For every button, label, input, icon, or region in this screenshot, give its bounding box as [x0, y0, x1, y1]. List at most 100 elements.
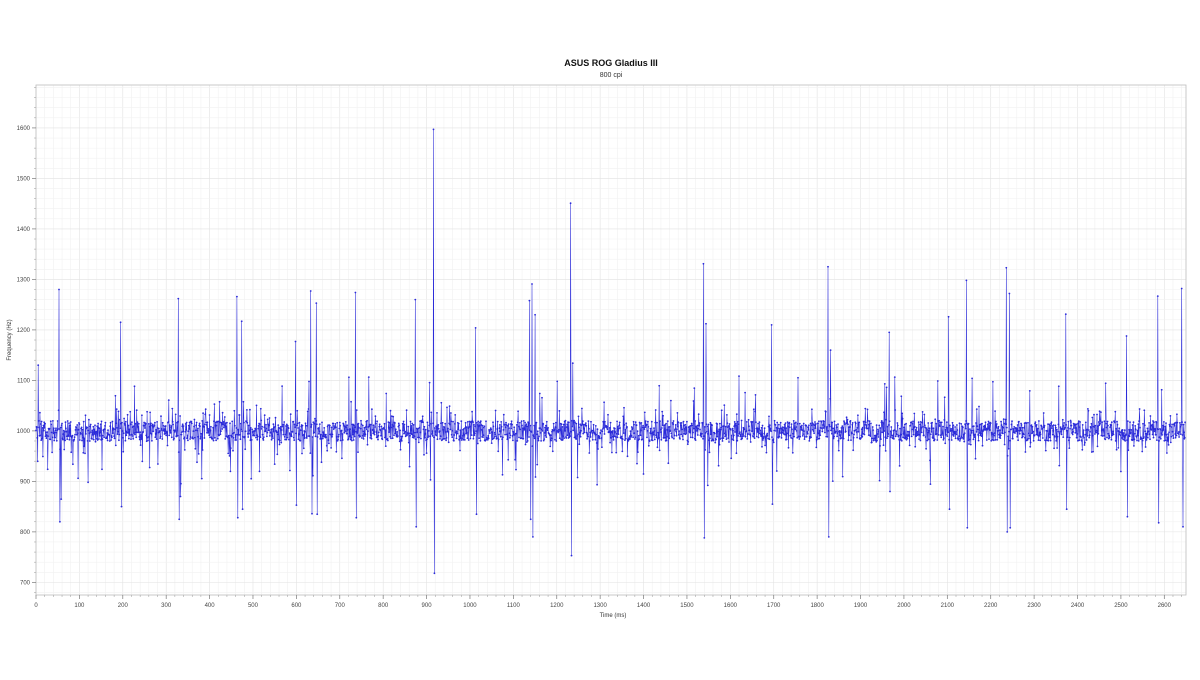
- data-point: [868, 423, 871, 426]
- data-point: [320, 437, 322, 440]
- data-point: [811, 428, 814, 431]
- data-point: [749, 434, 752, 436]
- data-point: [1160, 388, 1163, 391]
- data-point: [418, 436, 421, 439]
- data-point: [724, 435, 726, 438]
- data-point: [616, 436, 619, 439]
- data-point: [511, 423, 513, 426]
- data-point: [634, 438, 636, 440]
- data-point: [524, 421, 526, 424]
- data-point: [500, 421, 503, 423]
- data-point: [249, 408, 251, 411]
- data-point: [248, 429, 251, 432]
- data-point: [713, 432, 716, 435]
- data-point: [891, 434, 894, 437]
- data-point: [227, 434, 230, 437]
- data-point: [307, 435, 309, 437]
- data-point: [295, 424, 298, 427]
- data-point: [642, 473, 645, 475]
- data-point: [833, 435, 835, 438]
- data-point: [220, 430, 222, 433]
- data-point: [910, 421, 913, 423]
- data-point: [411, 422, 414, 425]
- data-point: [430, 433, 433, 435]
- data-point: [614, 431, 617, 433]
- data-point: [501, 438, 503, 440]
- data-point: [555, 421, 557, 424]
- data-point: [686, 443, 689, 446]
- data-point: [900, 439, 903, 442]
- data-point: [1166, 452, 1168, 454]
- data-point: [899, 427, 901, 430]
- data-point: [331, 433, 334, 436]
- data-point: [305, 437, 308, 439]
- data-point: [125, 434, 128, 437]
- data-point: [861, 426, 864, 429]
- data-point: [565, 426, 568, 428]
- data-point: [401, 422, 404, 425]
- data-point: [573, 419, 575, 422]
- data-point: [858, 421, 861, 424]
- data-point: [1018, 429, 1021, 432]
- data-point: [1095, 431, 1098, 434]
- data-point: [289, 469, 291, 472]
- data-point: [774, 424, 777, 426]
- data-point: [179, 415, 182, 417]
- data-point: [1021, 426, 1024, 429]
- data-point: [756, 427, 759, 430]
- data-point: [932, 427, 935, 430]
- data-point: [842, 427, 845, 429]
- data-point: [900, 395, 903, 398]
- data-point: [1133, 432, 1136, 435]
- data-point: [908, 431, 910, 433]
- data-point: [57, 409, 60, 412]
- data-point: [851, 423, 854, 426]
- data-point: [496, 437, 498, 440]
- data-point: [1008, 292, 1011, 295]
- data-point: [393, 434, 395, 437]
- data-point: [469, 437, 472, 440]
- data-point: [124, 439, 127, 442]
- data-point: [513, 426, 516, 429]
- data-point: [576, 435, 579, 437]
- data-point: [939, 421, 942, 424]
- data-point: [73, 436, 76, 438]
- data-point: [272, 430, 275, 433]
- data-point: [226, 421, 228, 424]
- data-point: [528, 299, 531, 302]
- data-point: [37, 420, 40, 422]
- data-point: [313, 422, 316, 425]
- data-point: [1083, 436, 1085, 439]
- data-point: [726, 422, 729, 424]
- data-point: [1143, 424, 1146, 427]
- data-point: [926, 431, 929, 434]
- data-point: [725, 438, 728, 440]
- data-point: [898, 438, 901, 441]
- data-point: [244, 448, 247, 451]
- data-point: [571, 362, 574, 365]
- data-point: [78, 439, 81, 441]
- data-point: [581, 407, 583, 410]
- data-point: [842, 437, 845, 440]
- data-point: [843, 421, 846, 424]
- data-point: [991, 432, 993, 434]
- data-point: [914, 429, 917, 431]
- data-point: [1039, 439, 1042, 442]
- data-point: [43, 421, 46, 424]
- data-point: [527, 422, 530, 425]
- data-point: [58, 288, 60, 291]
- data-point: [491, 431, 493, 433]
- data-point: [487, 437, 490, 440]
- data-point: [549, 445, 552, 448]
- data-point: [703, 426, 706, 428]
- data-point: [918, 433, 921, 436]
- data-point: [1004, 431, 1006, 434]
- data-point: [588, 452, 591, 454]
- data-point: [918, 438, 920, 440]
- data-point: [103, 436, 105, 439]
- data-point: [623, 406, 625, 409]
- data-point: [835, 424, 838, 426]
- data-point: [1053, 447, 1055, 450]
- data-point: [823, 420, 825, 423]
- data-point: [1133, 445, 1135, 447]
